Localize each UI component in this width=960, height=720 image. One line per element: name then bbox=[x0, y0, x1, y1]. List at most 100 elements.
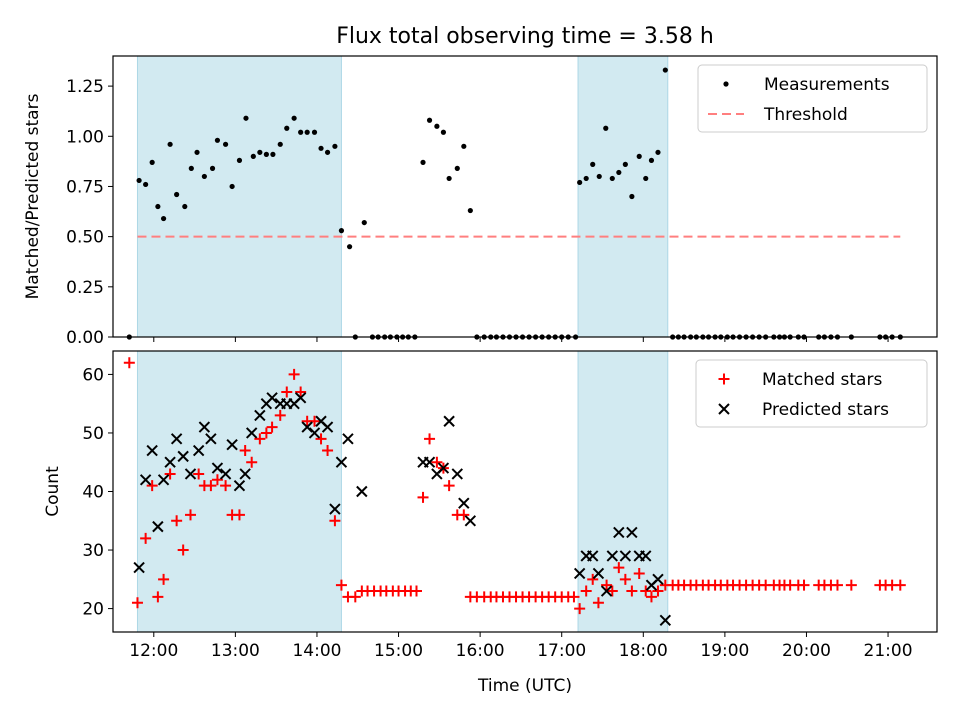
legend-frame bbox=[695, 359, 928, 428]
predicted-star-point bbox=[356, 485, 368, 498]
x-tick-label: 15:00 bbox=[374, 641, 423, 661]
matched-star-point bbox=[587, 573, 599, 585]
measurement-point bbox=[454, 165, 460, 171]
measurement-point bbox=[243, 115, 249, 121]
matched-star-point bbox=[652, 585, 664, 597]
predicted-star-point bbox=[321, 421, 334, 433]
measurement-point bbox=[467, 207, 473, 214]
matched-star-point bbox=[123, 357, 135, 369]
predicted-star-point bbox=[245, 427, 258, 439]
predicted-star-point bbox=[192, 444, 205, 457]
measurement-point bbox=[662, 67, 668, 73]
chart-title: Flux total observing time = 3.58 h bbox=[336, 24, 714, 49]
measurement-point bbox=[361, 219, 367, 226]
predicted-star-point bbox=[164, 456, 176, 468]
predicted-star-point bbox=[335, 456, 348, 468]
measurement-point bbox=[629, 193, 635, 200]
predicted-star-point bbox=[301, 421, 313, 433]
y-axis-label: Count bbox=[43, 466, 63, 517]
predicted-star-point bbox=[146, 444, 158, 457]
matched-star-point bbox=[177, 544, 189, 556]
measurement-point bbox=[250, 153, 256, 159]
measurement-point bbox=[643, 175, 649, 182]
measurement-point bbox=[149, 159, 155, 165]
predicted-star-point bbox=[600, 585, 613, 597]
matched-star-point bbox=[410, 585, 422, 597]
measurement-point bbox=[143, 181, 149, 188]
measurement-point bbox=[263, 151, 269, 157]
matched-star-point bbox=[315, 433, 327, 445]
matched-star-point bbox=[424, 433, 436, 445]
y-tick-label: 50 bbox=[82, 424, 104, 444]
matched-star-point bbox=[606, 585, 618, 597]
predicted-star-point bbox=[133, 561, 145, 574]
matched-star-point bbox=[131, 597, 143, 609]
matched-star-point bbox=[254, 433, 266, 445]
y-tick-label: 20 bbox=[82, 600, 104, 620]
observing-interval bbox=[136, 350, 342, 633]
predicted-star-point bbox=[170, 433, 183, 445]
predicted-star-point bbox=[423, 456, 436, 468]
x-tick-label: 18:00 bbox=[619, 641, 668, 661]
x-tick-label: 16:00 bbox=[456, 641, 505, 661]
y-tick-label: 0.25 bbox=[66, 278, 104, 298]
measurement-point bbox=[440, 129, 447, 135]
y-tick-label: 30 bbox=[82, 541, 104, 561]
observing-interval bbox=[136, 55, 342, 338]
matched-star-point bbox=[193, 468, 205, 480]
predicted-star-point bbox=[157, 474, 170, 486]
predicted-star-point bbox=[205, 433, 217, 445]
matched-star-point bbox=[335, 579, 347, 591]
legend-matched-swatch bbox=[718, 373, 730, 385]
axes-frame bbox=[112, 55, 938, 338]
observing-interval bbox=[577, 55, 669, 338]
predicted-star-point bbox=[458, 497, 470, 509]
matched-star-point bbox=[171, 515, 183, 527]
matched-star-point bbox=[329, 515, 341, 527]
predicted-star-point bbox=[219, 468, 232, 480]
matched-star-point bbox=[274, 409, 286, 421]
matched-star-point bbox=[431, 456, 443, 468]
matched-star-point bbox=[798, 579, 810, 591]
matched-star-point bbox=[601, 579, 613, 591]
measurement-point bbox=[291, 115, 297, 121]
measurement-point bbox=[304, 129, 310, 135]
matched-star-point bbox=[246, 456, 258, 468]
x-axis-label: Time (UTC) bbox=[477, 676, 572, 696]
legend: Measurements Threshold bbox=[697, 64, 928, 133]
measurement-point bbox=[324, 149, 331, 155]
y-tick-label: 1.00 bbox=[66, 127, 104, 147]
predicted-star-point bbox=[652, 573, 664, 586]
measurement-point bbox=[155, 203, 161, 210]
predicted-star-point bbox=[239, 468, 251, 480]
matched-star-point bbox=[845, 579, 857, 591]
matched-star-point bbox=[164, 468, 176, 480]
matched-star-point bbox=[831, 579, 843, 591]
matched-star-point bbox=[281, 386, 293, 398]
y-tick-label: 1.25 bbox=[66, 77, 104, 97]
matched-star-point bbox=[580, 585, 592, 597]
predicted-star-point bbox=[613, 526, 625, 539]
x-tick-label: 13:00 bbox=[211, 641, 260, 661]
matched-star-point bbox=[309, 415, 321, 427]
legend-label: Threshold bbox=[763, 105, 848, 125]
y-tick-label: 0.50 bbox=[66, 228, 104, 248]
measurement-point bbox=[332, 143, 338, 149]
y-tick-label: 40 bbox=[82, 483, 104, 503]
y-tick-label: 60 bbox=[82, 365, 104, 385]
legend-label: Measurements bbox=[764, 75, 890, 95]
legend: Matched stars Predicted stars bbox=[695, 359, 928, 428]
measurement-point bbox=[426, 117, 433, 123]
x-tick-label: 19:00 bbox=[700, 641, 749, 661]
measurement-point bbox=[636, 153, 642, 159]
measurement-point bbox=[257, 149, 263, 155]
predicted-star-point bbox=[606, 550, 619, 562]
measurement-point bbox=[298, 129, 304, 135]
matched-star-point bbox=[633, 567, 645, 579]
measurement-point bbox=[577, 179, 583, 186]
ratio-panel: 0.00 0.25 0.50 0.75 1.00 1.25 Matched/Predicte… bbox=[23, 55, 938, 348]
x-tick-label: 20:00 bbox=[782, 641, 831, 661]
x-tick-label: 17:00 bbox=[537, 641, 586, 661]
measurement-point bbox=[214, 137, 221, 143]
measurement-point bbox=[318, 145, 324, 151]
